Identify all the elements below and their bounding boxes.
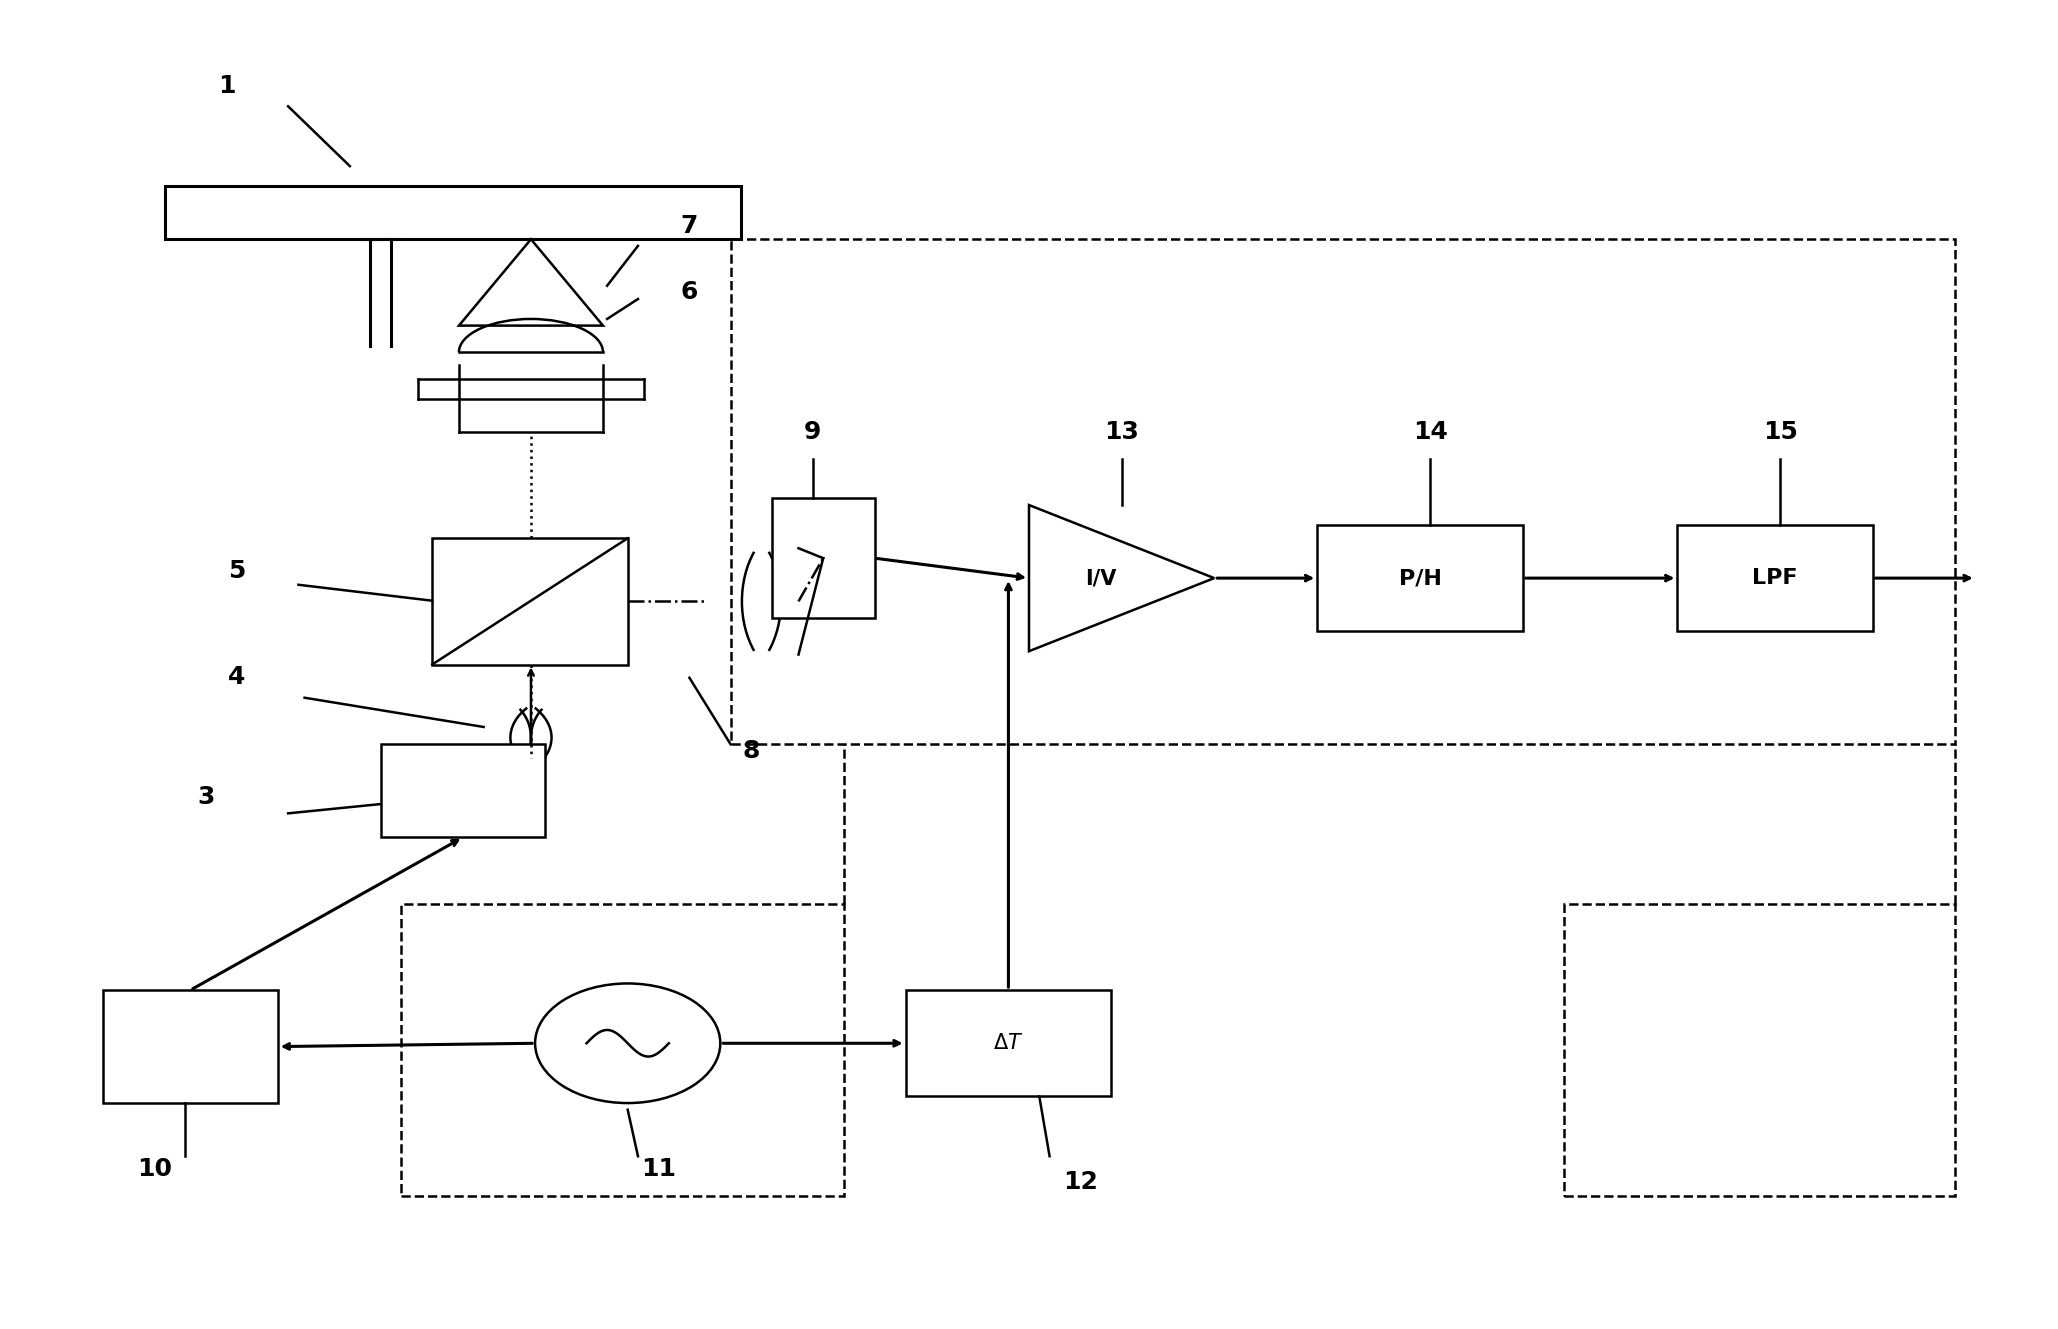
Text: P/H: P/H bbox=[1399, 567, 1441, 589]
Text: $\Delta T$: $\Delta T$ bbox=[994, 1033, 1023, 1054]
Text: 9: 9 bbox=[805, 420, 821, 444]
Text: 5: 5 bbox=[228, 560, 245, 583]
Text: 14: 14 bbox=[1414, 420, 1447, 444]
Text: 7: 7 bbox=[681, 214, 698, 238]
Text: 13: 13 bbox=[1105, 420, 1138, 444]
Text: 10: 10 bbox=[136, 1158, 173, 1181]
Text: 11: 11 bbox=[640, 1158, 677, 1181]
Text: LPF: LPF bbox=[1751, 567, 1799, 589]
FancyBboxPatch shape bbox=[1677, 525, 1873, 631]
Text: 3: 3 bbox=[198, 785, 214, 809]
Text: 4: 4 bbox=[228, 666, 245, 690]
Text: 8: 8 bbox=[743, 739, 759, 763]
FancyBboxPatch shape bbox=[772, 498, 875, 618]
FancyBboxPatch shape bbox=[165, 186, 741, 239]
Text: 12: 12 bbox=[1064, 1171, 1097, 1195]
FancyBboxPatch shape bbox=[103, 990, 278, 1103]
Text: 6: 6 bbox=[681, 280, 698, 304]
Text: 15: 15 bbox=[1764, 420, 1797, 444]
FancyBboxPatch shape bbox=[906, 990, 1111, 1096]
FancyBboxPatch shape bbox=[432, 538, 628, 664]
FancyBboxPatch shape bbox=[1317, 525, 1523, 631]
FancyBboxPatch shape bbox=[381, 744, 545, 837]
Text: 1: 1 bbox=[218, 74, 235, 98]
Text: I/V: I/V bbox=[1085, 567, 1117, 589]
